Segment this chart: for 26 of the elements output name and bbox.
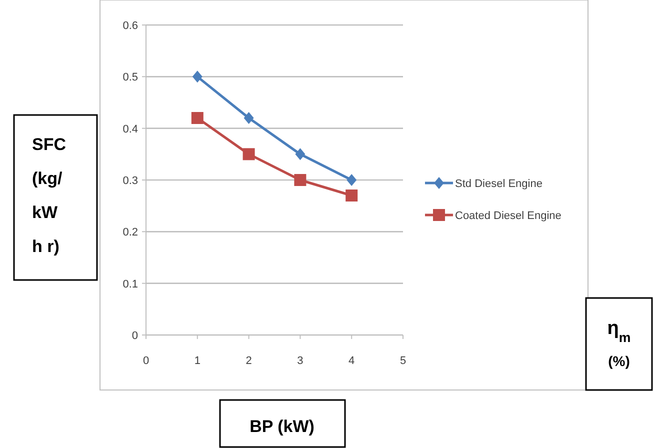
x-axis-title: BP (kW) [250, 417, 314, 436]
y-tick-label: 0.3 [122, 175, 138, 187]
y-tick-label: 0.6 [122, 20, 138, 32]
y-tick-label: 0.5 [122, 72, 138, 84]
x-tick-label: 2 [246, 355, 252, 367]
y-tick-label: 0.1 [122, 278, 138, 290]
text: η$_{m}$ (%) [607, 318, 631, 369]
x-tick-label: 5 [400, 355, 406, 367]
point [244, 112, 254, 124]
x-tick-label: 0 [142, 355, 150, 367]
point [346, 174, 357, 186]
y-tick-label: 0.2 [122, 226, 138, 239]
legend-label: Coated Diesel Engine [455, 210, 562, 222]
legend-label: Std Diesel Engine [455, 178, 542, 190]
x-tick-label: 3 [297, 355, 304, 367]
point [242, 148, 255, 160]
point [346, 190, 358, 202]
y-tick-label: 0 [132, 330, 138, 342]
point [294, 174, 306, 186]
y-tick-label: 0.4 [122, 123, 138, 136]
x-tick-label: 4 [348, 355, 355, 367]
point [191, 112, 204, 124]
point [192, 70, 202, 83]
x-tick-label: 1 [194, 355, 200, 367]
point [295, 148, 306, 160]
y-axis-title: SFC (kg/ kW h r) [32, 135, 66, 256]
